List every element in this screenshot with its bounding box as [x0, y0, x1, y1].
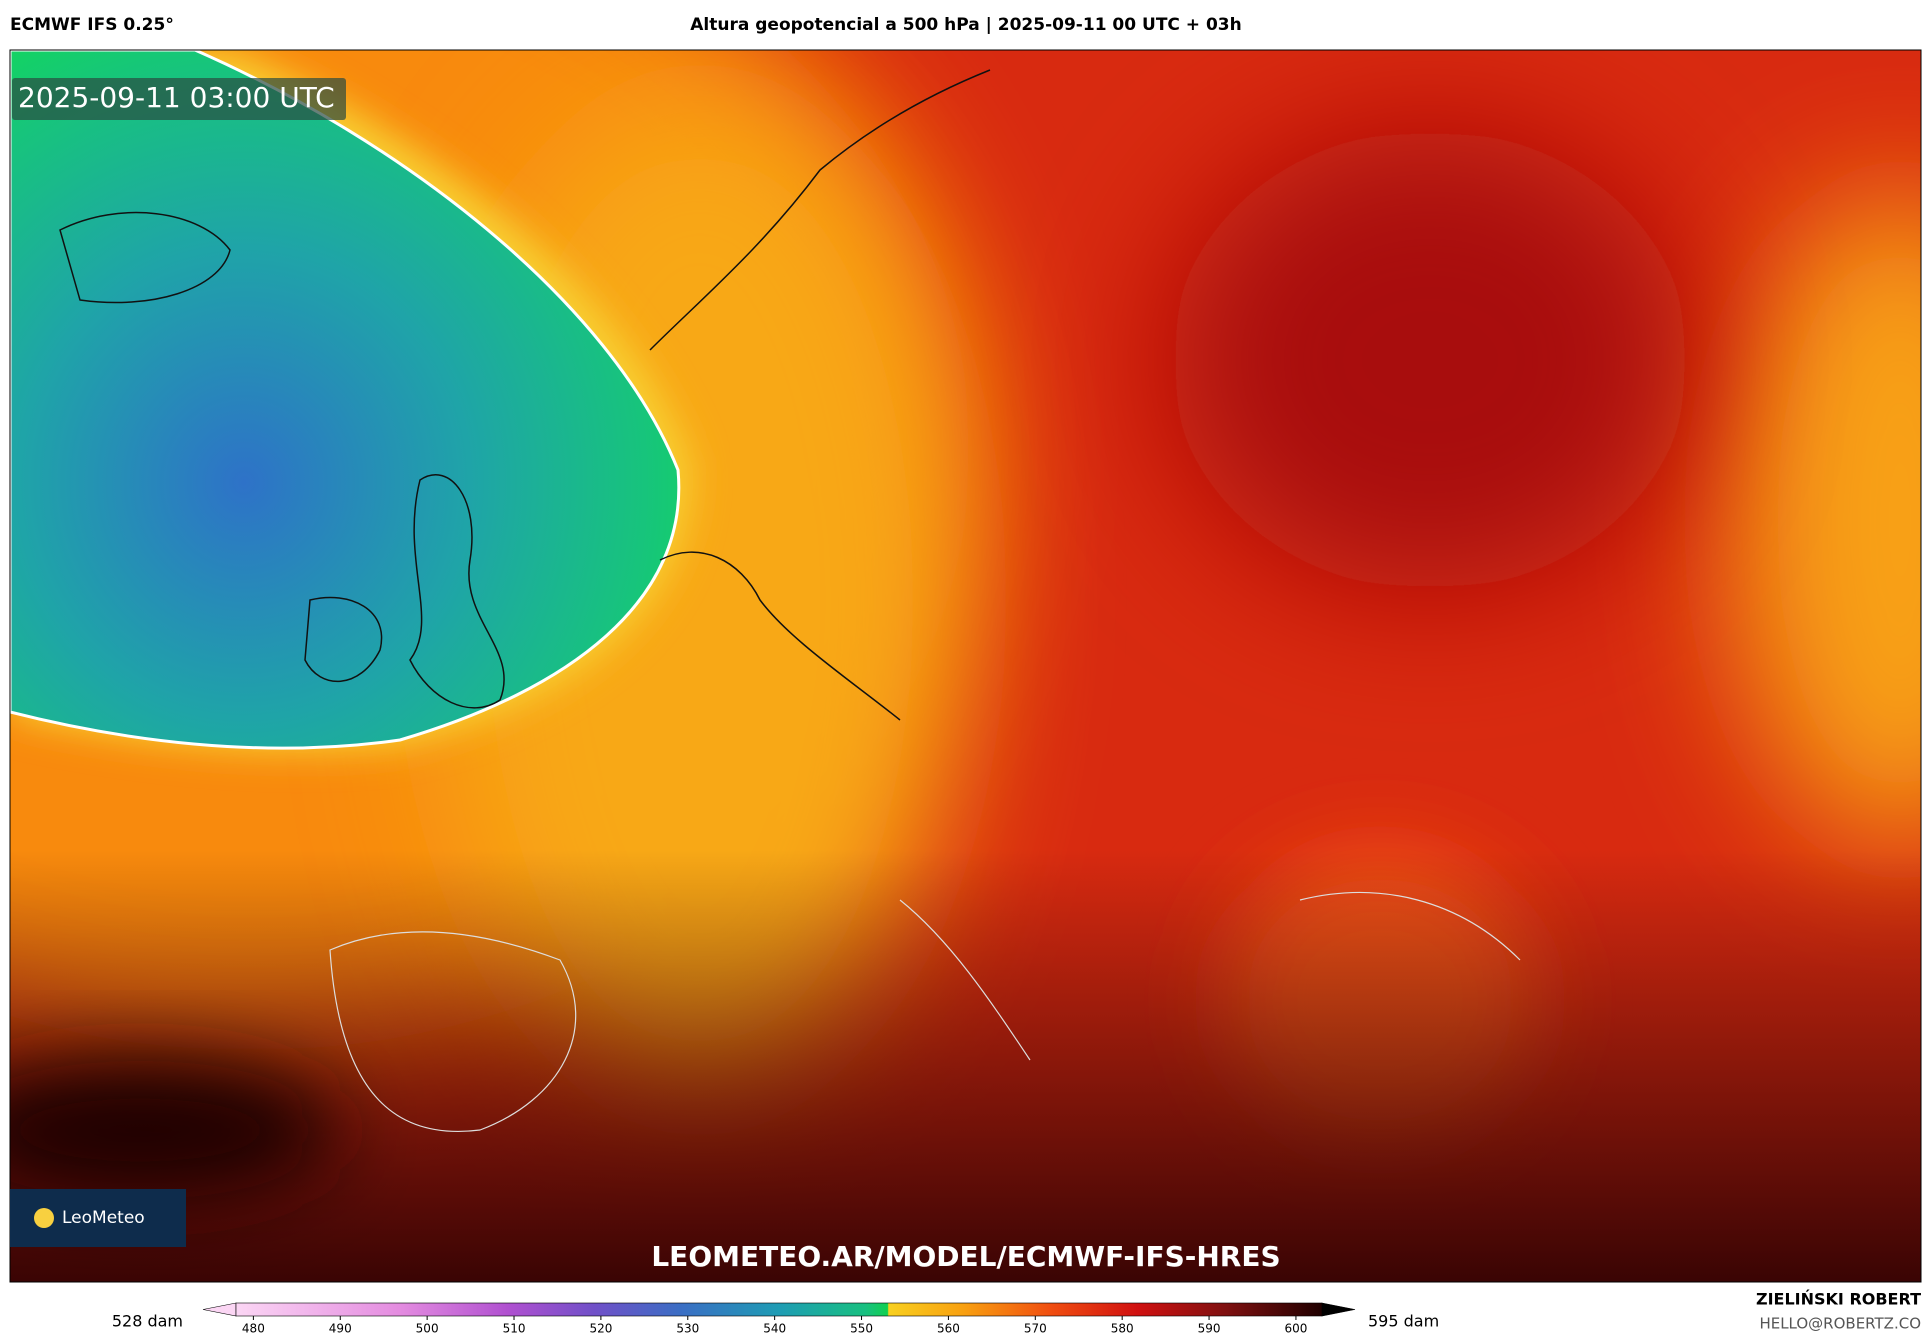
colorbar-extend-low [202, 1302, 237, 1317]
colorbar-tick-label: 510 [503, 1322, 526, 1336]
colorbar-bar [235, 1302, 1323, 1317]
author: ZIELIŃSKI ROBERT [1756, 1290, 1921, 1309]
timestamp: 2025-09-11 03:00 UTC [18, 81, 335, 114]
colorbar-tick-label: 480 [242, 1322, 265, 1336]
colorbar-tick-label: 570 [1024, 1322, 1047, 1336]
colorbar-tick-label: 520 [589, 1322, 612, 1336]
colorbar-tick-label: 580 [1111, 1322, 1134, 1336]
model-label: ECMWF IFS 0.25° [10, 15, 174, 35]
timestamp-box [12, 78, 346, 120]
colorbar-tick-label: 530 [676, 1322, 699, 1336]
map-field [10, 50, 1921, 1282]
colorbar-tick-label: 550 [850, 1322, 873, 1336]
email: HELLO@ROBERTZ.CO [1759, 1315, 1921, 1333]
source-url: LEOMETEO.AR/MODEL/ECMWF-IFS-HRES [651, 1240, 1280, 1273]
logo-text: LeoMeteo [62, 1208, 145, 1228]
colorbar-extend-high [1321, 1302, 1356, 1317]
colorbar-tick-label: 500 [416, 1322, 439, 1336]
map-frame [9, 49, 1922, 1283]
colorbar-tick-label: 490 [329, 1322, 352, 1336]
colorbar-tick-label: 600 [1284, 1322, 1307, 1336]
colorbar: 480 490 500 510 520 530 540 550 560 570 580 590 600 [202, 1302, 1356, 1336]
colorbar-tick-label: 590 [1198, 1322, 1221, 1336]
logo-sun [34, 1208, 54, 1228]
colorbar-tick-label: 540 [763, 1322, 786, 1336]
colorbar-max-label: 595 dam [1368, 1312, 1439, 1331]
colorbar-tick-label: 560 [937, 1322, 960, 1336]
map-title: Altura geopotencial a 500 hPa | 2025-09-… [690, 15, 1241, 35]
colorbar-min-label: 528 dam [112, 1312, 183, 1331]
